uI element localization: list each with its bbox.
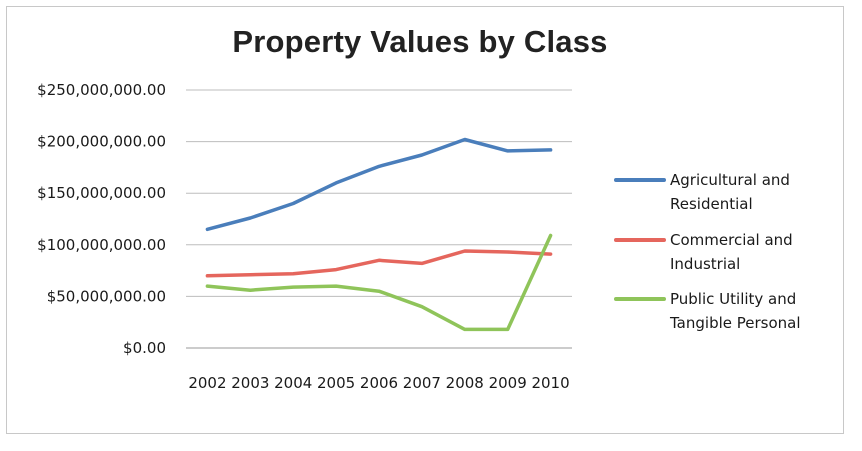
- x-tick-label: 2003: [231, 374, 269, 392]
- legend-label-2: Commercial and: [670, 231, 793, 249]
- x-tick-label: 2009: [489, 374, 527, 392]
- legend-label-1: Agricultural and: [670, 171, 790, 189]
- x-tick-label: 2002: [188, 374, 226, 392]
- chart-frame: [6, 6, 844, 434]
- x-tick-label: 2004: [274, 374, 312, 392]
- y-tick-label: $0.00: [123, 339, 166, 357]
- y-tick-label: $200,000,000.00: [37, 133, 166, 151]
- chart-title: Property Values by Class: [232, 24, 608, 59]
- x-tick-label: 2010: [531, 374, 569, 392]
- x-tick-label: 2005: [317, 374, 355, 392]
- series-line-3: [205, 233, 553, 332]
- series-line-1: [205, 137, 553, 232]
- x-tick-label: 2008: [446, 374, 484, 392]
- series-line-2: [205, 249, 553, 278]
- y-tick-label: $250,000,000.00: [37, 81, 166, 99]
- x-tick-label: 2006: [360, 374, 398, 392]
- y-tick-label: $100,000,000.00: [37, 236, 166, 254]
- y-tick-label: $150,000,000.00: [37, 184, 166, 202]
- legend-label-1: Residential: [670, 195, 753, 213]
- legend-label-2: Industrial: [670, 255, 740, 273]
- legend-label-3: Tangible Personal: [669, 314, 801, 332]
- y-tick-label: $50,000,000.00: [47, 287, 166, 305]
- x-tick-label: 2007: [403, 374, 441, 392]
- legend-label-3: Public Utility and: [670, 290, 796, 308]
